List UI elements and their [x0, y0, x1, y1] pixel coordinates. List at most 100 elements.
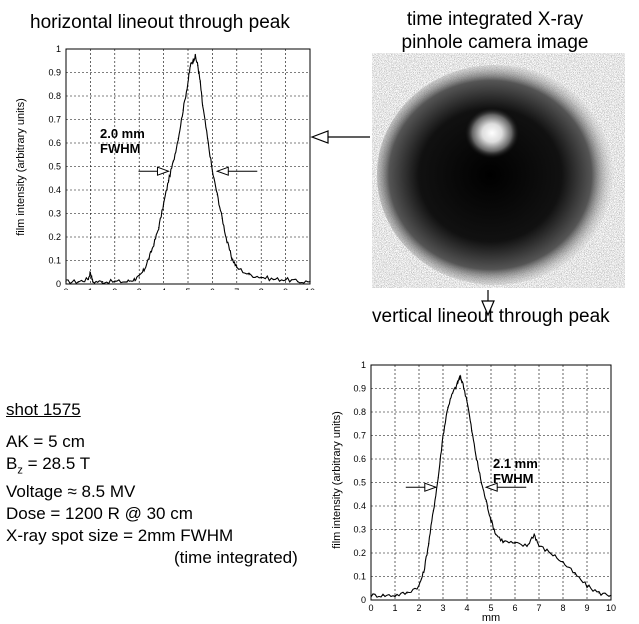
y-tick-label: 0.4	[353, 501, 366, 511]
y-tick-label: 0.2	[48, 232, 61, 242]
data-point	[87, 278, 89, 280]
y-tick-label: 0	[56, 279, 61, 289]
shot-heading: shot 1575	[6, 400, 81, 419]
arrow-down-icon	[481, 290, 495, 317]
data-point	[199, 81, 201, 83]
data-point	[158, 227, 160, 229]
fwhm-label: FWHM	[100, 141, 140, 156]
data-point	[574, 573, 576, 575]
y-tick-label: 0.5	[353, 478, 366, 488]
bz-line: Bz = 28.5 T	[6, 453, 298, 481]
data-point	[272, 278, 274, 280]
x-tick-label: 4	[464, 603, 469, 613]
fwhm-value: 2.0 mm	[100, 126, 145, 141]
data-point	[437, 477, 439, 479]
ak-value: = 5 cm	[33, 432, 85, 451]
x-tick-label: 8	[560, 603, 565, 613]
data-point	[442, 434, 444, 437]
y-tick-label: 0.3	[353, 525, 366, 535]
x-tick-label: 9	[283, 287, 288, 290]
y-axis-label: film intensity (arbitrary units)	[15, 98, 27, 236]
data-point	[598, 592, 600, 594]
data-point	[423, 571, 425, 573]
data-point	[471, 430, 473, 432]
data-point	[231, 257, 233, 259]
x-tick-label: 0	[63, 287, 68, 290]
data-point	[194, 55, 196, 57]
series-line	[370, 374, 612, 598]
data-point	[514, 543, 516, 545]
bz-value: = 28.5 T	[22, 454, 91, 473]
data-point	[248, 274, 250, 276]
data-point	[206, 137, 209, 139]
horizontal-lineout-chart: 0 1 2 3 4 5 6 7 8 9 10 0 0.1 0.2 0.3 0.4 0.5 0.6 0.7 0.8 0.9…	[15, 44, 315, 290]
x-tick-label: 7	[536, 603, 541, 613]
x-tick-label: 10	[305, 287, 315, 290]
data-point	[456, 383, 458, 385]
data-point	[394, 594, 396, 596]
data-point	[452, 392, 454, 394]
voltage-line: Voltage ≈ 8.5 MV	[6, 482, 136, 502]
data-point	[211, 170, 213, 172]
y-tick-label: 1	[56, 44, 61, 54]
data-point	[432, 510, 434, 512]
data-point	[466, 399, 468, 401]
data-point	[114, 281, 116, 283]
data-point	[65, 281, 67, 283]
pinhole-camera-image	[372, 53, 625, 288]
data-point	[92, 281, 94, 283]
data-point	[490, 519, 492, 521]
fwhm-right-arrow-icon	[484, 482, 498, 492]
data-point	[192, 60, 194, 62]
data-point	[550, 552, 552, 554]
data-point	[406, 592, 408, 594]
data-point	[216, 194, 218, 196]
x-tick-label: 10	[606, 603, 616, 613]
data-point	[382, 594, 384, 596]
fwhm-right-arrow-icon	[215, 166, 229, 176]
data-point	[153, 243, 155, 245]
plot-frame	[65, 48, 311, 285]
data-point	[309, 281, 311, 283]
bz-label: B	[6, 454, 18, 473]
pinhole-title: time integrated X-ray pinhole camera ima…	[365, 8, 625, 54]
data-point	[502, 540, 504, 542]
y-tick-label: 0.1	[48, 256, 61, 266]
x-tick-label: 2	[416, 603, 421, 613]
ak-line: AK = 5 cm	[6, 431, 298, 453]
x-tick-label: 9	[584, 603, 589, 613]
fwhm-left-arrow-icon	[424, 482, 438, 492]
arrow-left-icon	[310, 130, 370, 144]
y-tick-label: 0.8	[48, 91, 61, 101]
plot-frame	[370, 364, 612, 601]
x-axis-label: mm	[482, 612, 500, 624]
x-tick-label: 1	[392, 603, 397, 613]
x-tick-label: 0	[368, 603, 373, 613]
bz-subscript: z	[17, 464, 23, 477]
data-point	[418, 585, 420, 587]
dose-line: Dose = 1200 R @ 30 cm	[6, 504, 193, 524]
data-point	[285, 278, 287, 280]
data-point	[148, 257, 150, 259]
data-point	[126, 281, 128, 283]
data-point	[226, 241, 228, 243]
y-tick-label: 0.7	[48, 115, 61, 125]
data-point	[260, 276, 262, 278]
vertical-lineout-chart: 0 1 2 3 4 5 6 7 8 9 10 0 0.1 0.2 0.3 0.4 0.5 0.6 0.7 0.8 0.9…	[331, 360, 616, 624]
data-point	[138, 276, 140, 278]
data-point	[476, 458, 478, 460]
data-point	[447, 406, 449, 408]
fwhm-left-arrow-icon	[156, 166, 170, 176]
data-point	[221, 217, 223, 219]
y-axis-label: film intensity (arbitrary units)	[331, 411, 343, 549]
y-tick-label: 0.5	[48, 162, 61, 172]
data-point	[143, 269, 145, 271]
data-point	[182, 109, 184, 111]
data-point	[485, 500, 487, 502]
data-point	[172, 161, 174, 163]
shot-info: shot 1575 AK = 5 cm Bz = 28.5 T Voltage …	[6, 399, 298, 569]
y-tick-label: 1	[361, 360, 366, 370]
data-point	[189, 64, 192, 67]
y-tick-label: 0.2	[353, 548, 366, 558]
data-point	[297, 281, 299, 283]
